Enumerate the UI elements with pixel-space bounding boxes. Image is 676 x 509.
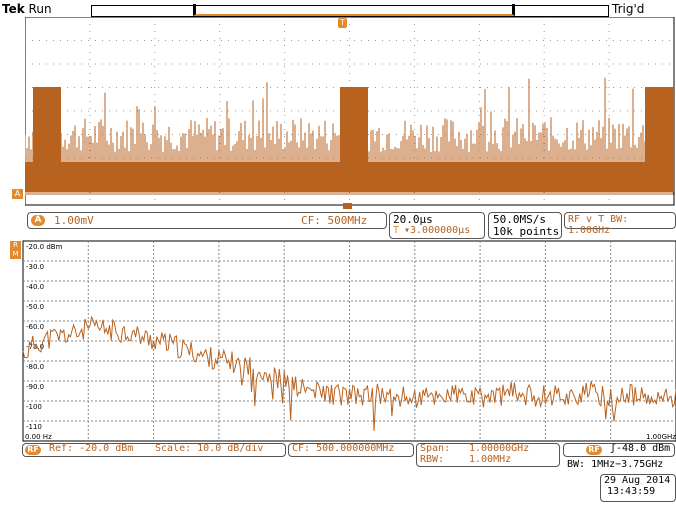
record-length: 10k points (493, 225, 560, 238)
y-tick-label: -40.0 (26, 283, 44, 291)
time-label: 13:43:59 (607, 486, 656, 497)
date-label: 29 Aug 2014 (604, 475, 671, 486)
channel-a-badge: A (31, 215, 45, 226)
trigger-level-readout[interactable]: RF ʃ-48.0 dBm (563, 443, 675, 457)
time-domain-trace (25, 77, 674, 195)
time-per-div: 20.0µs (393, 213, 433, 226)
rbw-label: RBW: (420, 454, 445, 465)
y-tick-label: -80.0 (26, 363, 44, 371)
rf-badge: RF (25, 445, 41, 455)
brand-label: Tek Run (2, 2, 52, 16)
trigger-state: Trig'd (612, 2, 645, 16)
datetime-readout[interactable]: 29 Aug 2014 13:43:59 (600, 474, 676, 502)
reference-level: Ref: -20.0 dBm (49, 443, 134, 454)
horizontal-readout[interactable]: 20.0µs T ▾3.000000µs (389, 212, 485, 239)
vertical-scale: 1.00mV (54, 214, 94, 227)
trigger-icon: T (393, 225, 400, 236)
spectrum-graticule: -20.0 dBm-30.0-40.0-50.0-60.0-70.0-80.0-… (22, 240, 676, 442)
center-frequency: CF: 500.000000MHz (292, 443, 395, 454)
rf-mode-label: RF v T BW: 1.00GHz (568, 214, 629, 236)
channel-readout[interactable]: A 1.00mV CF: 500MHz (27, 212, 387, 229)
channel-marker-icon[interactable]: A (12, 189, 23, 199)
record-window-bracket[interactable] (193, 4, 515, 16)
trigger-position-icon[interactable]: T (338, 18, 347, 28)
span-label: Span: (420, 443, 451, 454)
trigger-position: ▾3.000000µs (404, 225, 471, 236)
y-tick-label: -110 (26, 423, 42, 431)
y-tick-label: -20.0 dBm (26, 243, 63, 251)
vertical-scale-db: Scale: 10.0 dB/div (155, 443, 264, 454)
span-value: 1.00000GHz (469, 443, 530, 454)
center-frequency-readout[interactable]: CF: 500.000000MHz (288, 443, 414, 457)
y-tick-label: -100 (26, 403, 42, 411)
y-tick-label: -60.0 (26, 323, 44, 331)
run-state: Run (28, 2, 52, 16)
center-frequency-label: CF: 500MHz (301, 214, 368, 227)
trigger-level: ʃ-48.0 dBm (610, 443, 671, 454)
spectrum-trace (22, 315, 676, 431)
rf-trigger-badge: RF (586, 445, 602, 455)
x-start-label: 0.00 Hz (25, 433, 52, 441)
span-readout[interactable]: Span: 1.00000GHz RBW: 1.00MHz (416, 443, 560, 467)
trigger-marker-bottom (343, 203, 352, 209)
reference-readout[interactable]: RF Ref: -20.0 dBm Scale: 10.0 dB/div (22, 443, 286, 457)
y-tick-label: -50.0 (26, 303, 44, 311)
y-tick-label: -30.0 (26, 263, 44, 271)
y-tick-label: -90.0 (26, 383, 44, 391)
sample-rate: 50.0MS/s (493, 213, 546, 226)
rbw-value: 1.00MHz (469, 454, 512, 465)
acquisition-readout[interactable]: 50.0MS/s 10k points (488, 212, 562, 239)
rf-mode-readout[interactable]: RF v T BW: 1.00GHz (564, 212, 676, 236)
time-domain-graticule (25, 17, 675, 206)
x-end-label: 1.00GHz (646, 433, 676, 441)
bandwidth-label: BW: 1MHz−3.75GHz (567, 459, 664, 470)
